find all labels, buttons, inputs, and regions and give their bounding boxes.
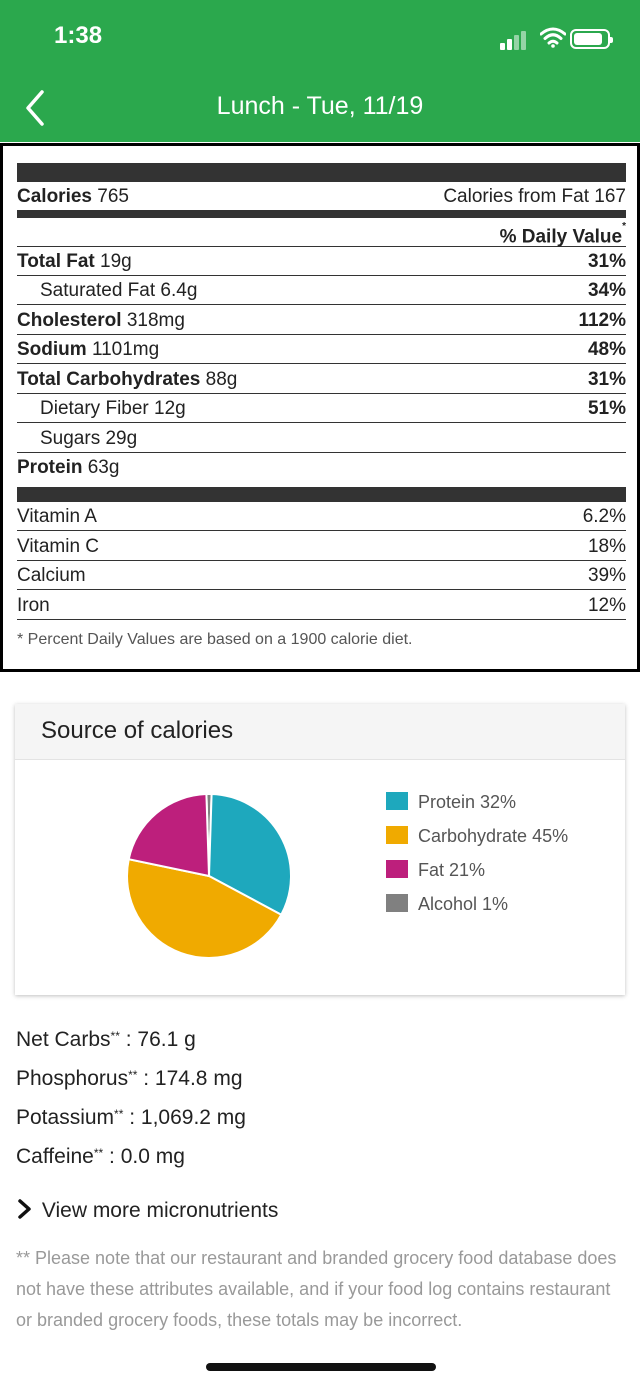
daily-value-marker: * xyxy=(622,221,626,232)
vitamin-percent: 18% xyxy=(587,536,626,557)
nutrient-row: Sodium 1101mg 48% xyxy=(17,335,626,364)
legend-label: Protein 32% xyxy=(418,792,517,812)
extra-value: : 174.8 mg xyxy=(143,1067,243,1090)
card-title: Source of calories xyxy=(41,717,234,744)
legend-label: Fat 21% xyxy=(418,860,486,880)
nutrient-label: Protein xyxy=(17,457,83,478)
nutrient-percent: 112% xyxy=(578,310,626,331)
extra-label: Caffeine xyxy=(16,1145,94,1168)
status-time: 1:38 xyxy=(54,22,103,49)
daily-value-header: % Daily Value* xyxy=(17,218,626,247)
nutrient-row: Protein 63g xyxy=(17,453,626,482)
extra-stars: ** xyxy=(114,1107,124,1121)
calories-pie-chart xyxy=(126,793,292,959)
extra-label: Net Carbs xyxy=(16,1028,111,1051)
pie-slice-protein xyxy=(207,793,292,917)
vitamin-label: Calcium xyxy=(17,565,86,586)
extra-stars: ** xyxy=(93,1146,104,1160)
calories-row: Calories 765 Calories from Fat 167 xyxy=(17,182,626,211)
daily-value-footnote: * Percent Daily Values are based on a 19… xyxy=(17,631,413,648)
view-more-label: View more micronutrients xyxy=(41,1199,279,1222)
extra-value: : 76.1 g xyxy=(125,1028,196,1051)
nutrient-percent: 31% xyxy=(587,369,626,390)
vitamin-percent: 12% xyxy=(587,595,626,616)
vitamin-row: Calcium 39% xyxy=(17,561,626,590)
vitamin-row: Iron 12% xyxy=(17,591,626,620)
home-indicator xyxy=(206,1363,436,1371)
vitamin-row: Vitamin C 18% xyxy=(17,532,626,561)
legend-swatch xyxy=(386,792,408,810)
extra-label: Phosphorus xyxy=(16,1067,129,1090)
extra-label: Potassium xyxy=(16,1106,115,1129)
extra-value: : 1,069.2 mg xyxy=(129,1106,246,1129)
nutrient-row: Sugars 29g xyxy=(17,424,626,453)
legend-swatch xyxy=(386,860,408,878)
extra-stars: ** xyxy=(128,1068,138,1082)
chevron-right-icon xyxy=(18,1199,31,1219)
nutrient-value: 63g xyxy=(87,457,120,478)
vitamin-row: Vitamin A 6.2% xyxy=(17,502,626,531)
nutrition-facts-panel: Calories 765 Calories from Fat 167 % Dai… xyxy=(0,143,640,672)
vitamin-percent: 6.2% xyxy=(582,506,626,527)
disclaimer-note: ** Please note that our restaurant and b… xyxy=(16,1248,617,1330)
page-title: Lunch - Tue, 11/19 xyxy=(216,92,424,120)
nutrient-label: Cholesterol xyxy=(17,310,122,331)
legend-swatch xyxy=(386,894,408,912)
nutrient-row: Saturated Fat 6.4g 34% xyxy=(17,276,626,305)
calories-label: Calories xyxy=(17,186,92,207)
battery-icon xyxy=(570,29,613,49)
caffeine-row: Caffeine** : 0.0 mg xyxy=(16,1145,185,1169)
pie-slice-fat xyxy=(127,793,211,878)
divider xyxy=(17,210,626,218)
nutrient-percent: 34% xyxy=(587,280,626,301)
nutrient-value: 88g xyxy=(205,369,238,390)
wifi-icon xyxy=(540,27,566,48)
vitamin-label: Vitamin A xyxy=(17,506,97,527)
nutrient-label: Saturated Fat xyxy=(40,280,156,301)
daily-value-label: % Daily Value xyxy=(499,226,623,248)
extra-value: : 0.0 mg xyxy=(109,1145,185,1168)
view-more-micronutrients-button[interactable]: View more micronutrients xyxy=(14,1198,278,1228)
legend-swatch xyxy=(386,826,408,844)
pie-slice-carbohydrate xyxy=(126,858,283,959)
nutrient-percent: 51% xyxy=(587,398,626,419)
nutrient-value: 19g xyxy=(100,251,132,272)
calories-value: 765 xyxy=(97,186,129,207)
legend-label: Carbohydrate 45% xyxy=(418,826,569,846)
nutrient-value: 318mg xyxy=(126,310,185,331)
vitamin-label: Vitamin C xyxy=(17,536,100,557)
extra-stars: ** xyxy=(110,1029,120,1043)
divider xyxy=(17,487,626,502)
nutrient-value: 12g xyxy=(154,398,186,419)
nutrient-percent: 31% xyxy=(587,251,626,272)
net-carbs-row: Net Carbs** : 76.1 g xyxy=(16,1028,196,1052)
nutrient-label: Total Carbohydrates xyxy=(17,369,201,390)
nutrient-label: Sodium xyxy=(17,339,87,360)
phosphorus-row: Phosphorus** : 174.8 mg xyxy=(16,1067,243,1091)
status-icons xyxy=(500,26,613,50)
back-button[interactable] xyxy=(20,88,54,128)
nutrient-row: Total Fat 19g 31% xyxy=(17,247,626,276)
app-header: 1:38 Lunch - Tue, 11/19 xyxy=(0,0,640,142)
potassium-row: Potassium** : 1,069.2 mg xyxy=(16,1106,246,1130)
source-of-calories-card: Source of calories Protein 32% Carbohydr… xyxy=(15,704,625,995)
nutrient-row: Cholesterol 318mg 112% xyxy=(17,306,626,335)
calories-from-fat: Calories from Fat 167 xyxy=(443,186,626,207)
nutrient-label: Sugars xyxy=(40,428,101,449)
nutrient-label: Dietary Fiber xyxy=(40,398,149,419)
nutrient-row: Total Carbohydrates 88g 31% xyxy=(17,365,626,394)
vitamin-percent: 39% xyxy=(587,565,626,586)
nutrient-value: 29g xyxy=(105,428,138,449)
nutrient-value: 1101mg xyxy=(91,339,160,360)
vitamin-label: Iron xyxy=(17,595,50,616)
card-header: Source of calories xyxy=(15,704,625,760)
nutrient-row: Dietary Fiber 12g 51% xyxy=(17,394,626,423)
nutrient-value: 6.4g xyxy=(160,280,198,301)
nutrient-label: Total Fat xyxy=(17,251,95,272)
divider xyxy=(17,163,626,182)
nutrient-percent: 48% xyxy=(587,339,626,360)
legend-label: Alcohol 1% xyxy=(418,894,509,914)
